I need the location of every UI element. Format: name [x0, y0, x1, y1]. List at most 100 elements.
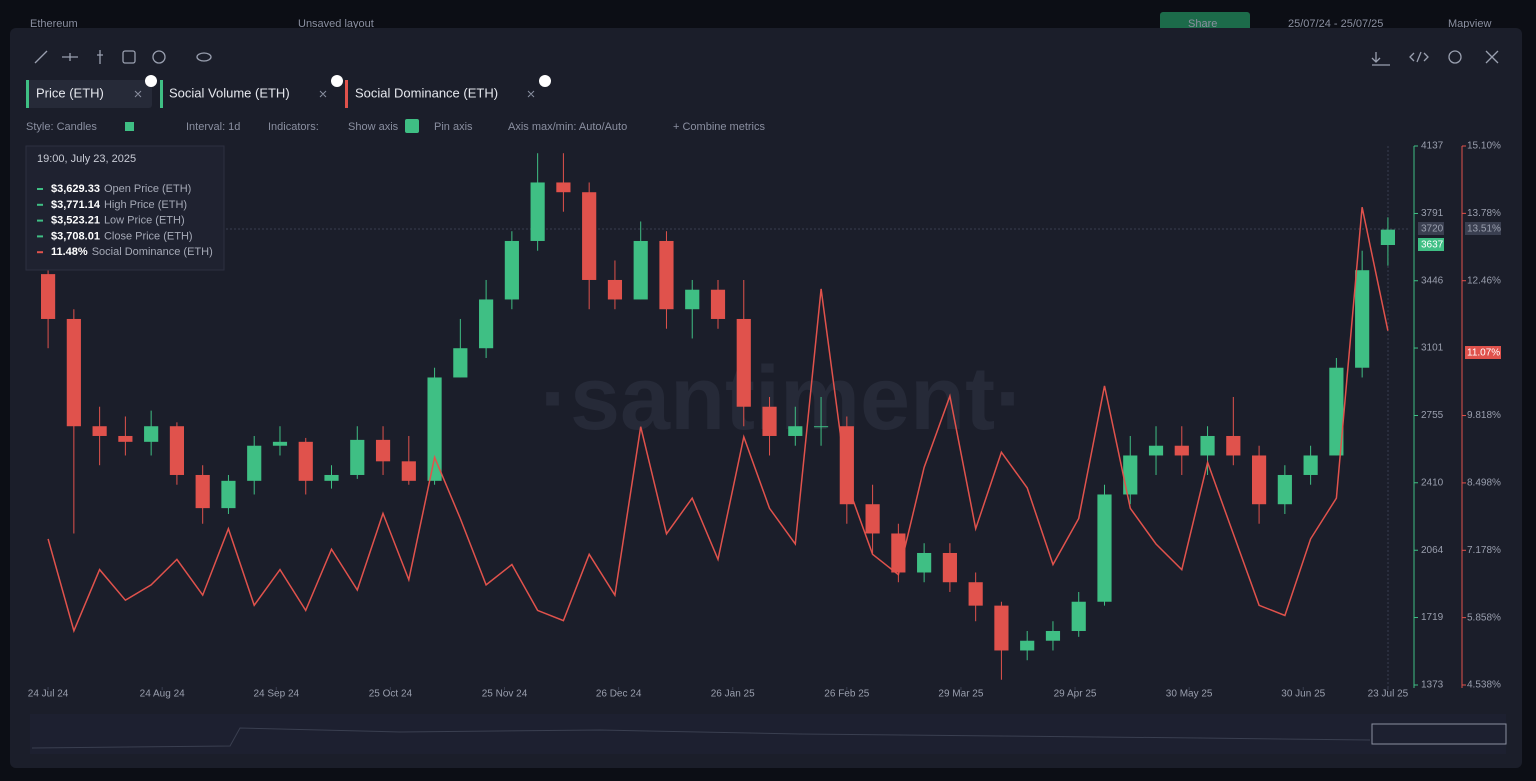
tooltip-label: Open Price (ETH) [104, 183, 191, 195]
candle-body [350, 439, 365, 475]
mapview[interactable]: Mapview [1448, 18, 1491, 30]
candle-body [1123, 455, 1138, 495]
axis-tag [1418, 238, 1444, 251]
candle-body [1045, 630, 1061, 641]
candle-body [479, 299, 494, 349]
x-tick-label: 26 Feb 25 [824, 689, 869, 700]
color-swatch[interactable] [125, 122, 134, 131]
tab-label[interactable]: Social Dominance (ETH) [355, 85, 498, 100]
y2-tick-label: 8.498% [1467, 478, 1501, 489]
y-tick-label: 1373 [1421, 680, 1444, 691]
x-tick-label: 29 Apr 25 [1054, 689, 1097, 700]
axis-tag-label: 11.07% [1467, 348, 1500, 359]
modal [10, 28, 1522, 768]
y-tick-label: 2064 [1421, 545, 1444, 556]
candle-body [1020, 640, 1035, 651]
candle-body [272, 441, 288, 446]
x-tick-label: 24 Aug 24 [140, 689, 185, 700]
tooltip-swatch [37, 251, 43, 254]
tab-marker [160, 80, 163, 108]
tooltip-swatch [37, 219, 43, 222]
tooltip-time: 19:00, July 23, 2025 [37, 153, 136, 165]
hline-tool[interactable] [62, 53, 78, 61]
vline-tool[interactable] [97, 50, 103, 64]
tab-label[interactable]: Social Volume (ETH) [169, 85, 290, 100]
tab-close[interactable] [134, 90, 535, 98]
candle-body [1277, 474, 1292, 505]
candle-body [659, 240, 674, 310]
candle-body [427, 377, 442, 481]
settings-icon[interactable] [1448, 50, 1462, 64]
checkbox[interactable] [405, 119, 419, 133]
plot: 1373 1719 2064 2410 2755 3101 3446 3791 4137 4.53… [28, 141, 1501, 700]
candle-body [118, 435, 133, 442]
x-tick-label: 24 Jul 24 [28, 689, 69, 700]
axis-tag [1465, 222, 1501, 235]
candle-body [195, 474, 210, 509]
x-tick-label: 30 Jun 25 [1281, 689, 1325, 700]
candle-body [968, 582, 983, 606]
candle-body [92, 426, 107, 436]
candle-body [324, 474, 339, 481]
show-axis-option[interactable]: Show axis [348, 121, 399, 133]
tooltip-label: Social Dominance (ETH) [92, 246, 213, 258]
y-tick-label: 2410 [1421, 477, 1444, 488]
y2-tick-label: 7.178% [1467, 545, 1501, 556]
candle-body [401, 461, 416, 481]
y-tick-label: 4137 [1421, 141, 1444, 152]
candle-body [1329, 367, 1344, 456]
emoji-tool[interactable] [152, 50, 166, 64]
axis-option[interactable]: Axis max/min: Auto/Auto [508, 121, 627, 133]
x-tick-label: 30 May 25 [1166, 689, 1213, 700]
y2-tick-label: 12.46% [1467, 275, 1501, 286]
note-tool[interactable] [122, 50, 136, 64]
pin-axis-option[interactable]: Pin axis [434, 121, 473, 133]
tab-label[interactable]: Price (ETH) [36, 85, 104, 100]
share-label[interactable]: Share [1188, 18, 1217, 30]
style-option[interactable]: Style: Candles [26, 121, 97, 133]
close-icon[interactable] [1485, 50, 1499, 64]
visibility-tool[interactable] [196, 52, 212, 62]
axis-tag-label: 3720 [1421, 224, 1444, 235]
interval-option[interactable]: Interval: 1d [186, 121, 240, 133]
candle-body [298, 441, 313, 481]
line-tool[interactable] [34, 50, 48, 64]
candle-body [1148, 445, 1164, 456]
tooltip-label: High Price (ETH) [104, 199, 187, 211]
toolbar-icons [34, 50, 1499, 66]
tooltip-value: $3,708.01 [51, 230, 100, 242]
candle-body [247, 445, 262, 481]
candle-body [530, 182, 545, 241]
tab-marker [345, 80, 348, 108]
candle-body [1200, 435, 1215, 456]
candle-body [736, 318, 751, 407]
tooltip-value: $3,523.21 [51, 215, 100, 227]
combine-option[interactable]: + Combine metrics [673, 121, 766, 133]
x-tick-label: 25 Nov 24 [482, 689, 528, 700]
tab-marker [26, 80, 29, 108]
y2-tick-label: 13.78% [1467, 208, 1501, 219]
download-icon[interactable] [1371, 52, 1390, 66]
tooltip-item: $3,708.01 Close Price (ETH) [51, 230, 193, 242]
tab-controls [134, 75, 551, 98]
watermark: ·santiment· [540, 349, 1025, 449]
tab-price[interactable] [26, 80, 152, 108]
date-range[interactable]: 25/07/24 - 25/07/25 [1288, 18, 1383, 30]
candle-body [66, 318, 81, 427]
candle-body [1355, 270, 1370, 368]
candle-body [839, 426, 854, 505]
tooltip-label: Low Price (ETH) [104, 215, 185, 227]
indicators-option[interactable]: Indicators: [268, 121, 319, 133]
embed-icon[interactable] [1409, 51, 1429, 63]
candle-body [453, 348, 468, 378]
x-tick-label: 23 Jul 25 [1368, 689, 1409, 700]
candle-body [582, 192, 597, 280]
candle-body [1303, 455, 1318, 475]
y2-tick-label: 5.858% [1467, 612, 1501, 623]
y2-tick-label: 15.10% [1467, 141, 1501, 152]
tooltip-item: $3,629.33 Open Price (ETH) [51, 183, 191, 195]
candle-body [504, 240, 519, 300]
candle-body [1251, 455, 1267, 505]
candle-body [1097, 494, 1112, 602]
navigator-window[interactable] [1371, 723, 1507, 745]
